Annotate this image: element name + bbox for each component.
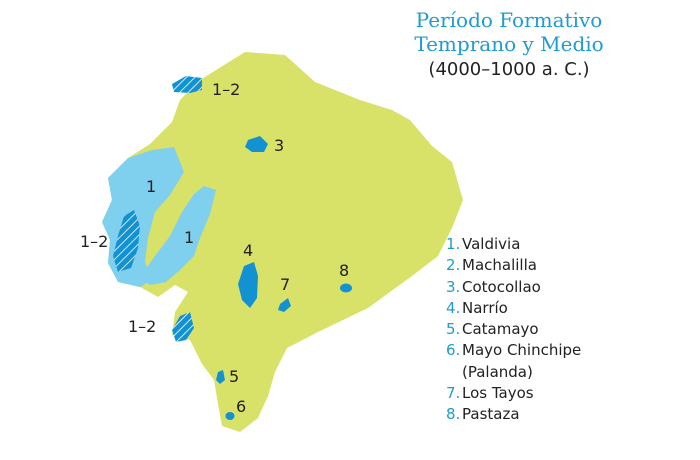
legend-item-continued: (Palanda) xyxy=(462,362,533,381)
legend-item: 3. Cotocollao xyxy=(446,277,541,296)
legend-item: 7. Los Tayos xyxy=(446,384,534,403)
legend-item: 5. Catamayo xyxy=(446,320,539,339)
site-4-narrio xyxy=(238,262,258,308)
label-coast-upper: 1 xyxy=(146,177,156,196)
legend-item: 4. Narrío xyxy=(446,298,508,317)
legend-item: 1. Valdivia xyxy=(446,235,521,253)
label-6: 6 xyxy=(236,397,246,416)
site-coast-hatched xyxy=(113,210,140,272)
site-7-los-tayos xyxy=(278,298,291,312)
region-valdivia-inner xyxy=(140,186,216,285)
label-coast-inner: 1 xyxy=(184,228,194,247)
site-5-catamayo xyxy=(216,370,225,384)
title-line-2: Temprano y Medio xyxy=(414,32,604,57)
ecuador-landmass xyxy=(102,52,463,432)
map-title: Período Formativo Temprano y Medio (4000… xyxy=(368,8,650,81)
legend: 1. Valdivia 2. Machalilla 3. Cotocollao 4. N… xyxy=(446,234,581,426)
site-3-cotocollao xyxy=(245,136,268,152)
site-6-mayo-chinchipe xyxy=(225,412,235,420)
label-3: 3 xyxy=(274,136,284,155)
label-4: 4 xyxy=(243,241,253,260)
site-south-coast-hatched xyxy=(172,312,194,342)
label-south-coast: 1–2 xyxy=(128,317,156,336)
site-8-pastaza xyxy=(340,283,352,293)
label-7: 7 xyxy=(280,275,290,294)
legend-item: 2. Machalilla xyxy=(446,256,537,275)
site-north-hatched xyxy=(172,76,202,93)
legend-item: 6. Mayo Chinchipe xyxy=(446,341,582,360)
label-5: 5 xyxy=(229,367,239,386)
label-8: 8 xyxy=(339,261,349,280)
title-line-1: Período Formativo xyxy=(415,8,603,32)
legend-item: 8. Pastaza xyxy=(446,405,520,424)
label-north: 1–2 xyxy=(212,80,240,99)
label-coast-mid: 1–2 xyxy=(80,232,108,251)
title-subtitle: (4000–1000 a. C.) xyxy=(428,58,590,80)
